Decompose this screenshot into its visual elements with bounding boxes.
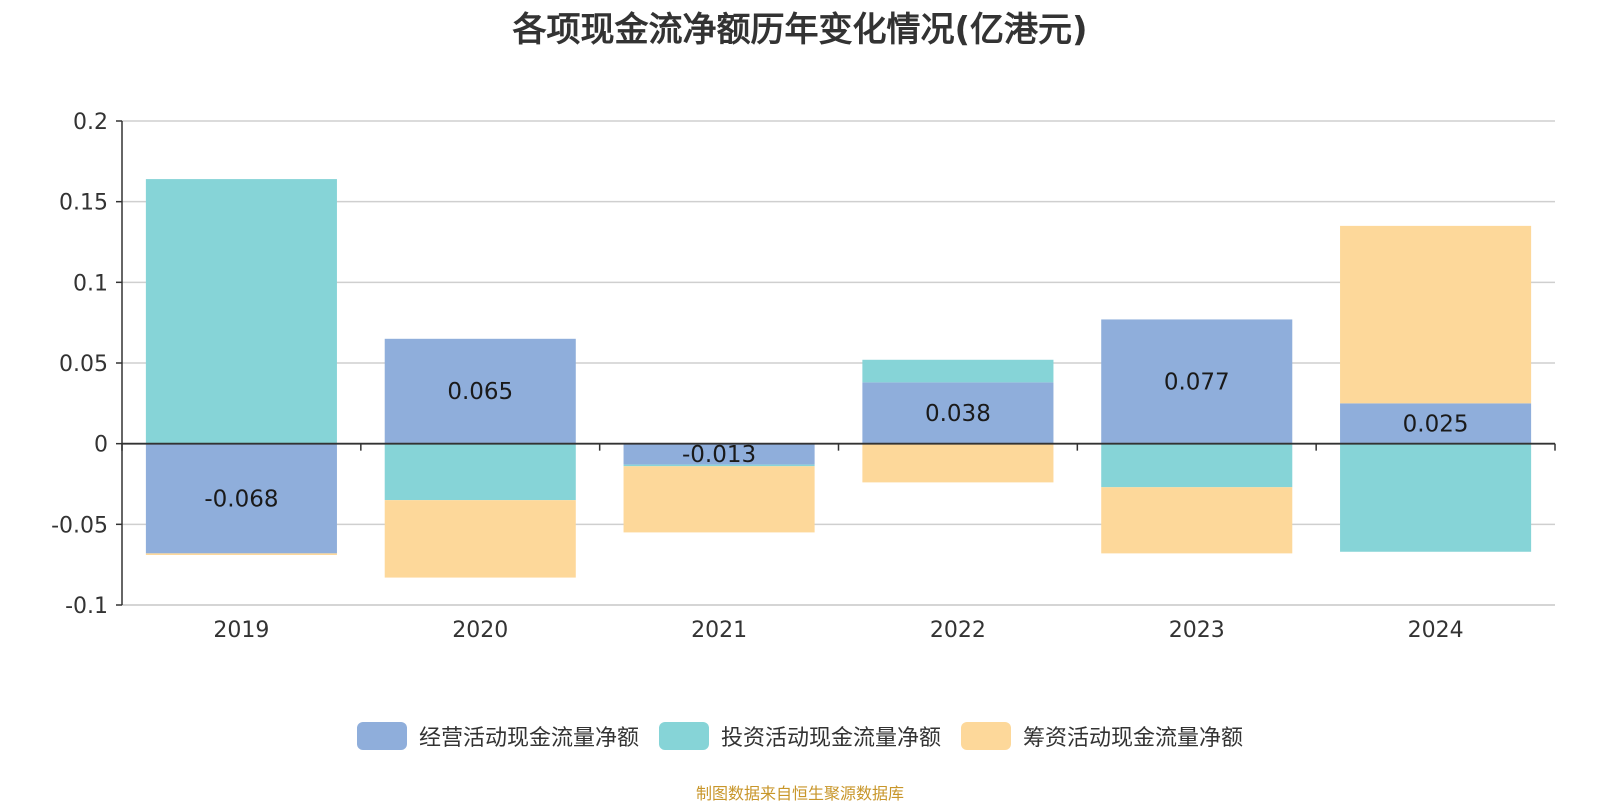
bar-2024-series-2 — [1340, 225, 1532, 404]
bar-2019-series-1 — [145, 179, 337, 444]
bar-2021-series-2 — [623, 466, 815, 533]
y-tick-label: 0.2 — [73, 110, 108, 135]
source-note: 制图数据来自恒生聚源数据库 — [695, 784, 904, 803]
bar-2024-series-0 — [1340, 403, 1532, 444]
bar-2023-series-1 — [1101, 443, 1293, 488]
legend: 经营活动现金流量净额 投资活动现金流量净额 筹资活动现金流量净额 — [0, 720, 1600, 752]
legend-swatch-financing — [961, 722, 1011, 750]
legend-item-operating[interactable]: 经营活动现金流量净额 — [356, 720, 639, 752]
legend-swatch-investing — [658, 722, 709, 750]
bar-2022-series-2 — [862, 443, 1054, 483]
y-tick-label: 0 — [94, 433, 108, 458]
legend-item-financing[interactable]: 筹资活动现金流量净额 — [961, 720, 1243, 752]
axes: 0.2 0.15 0.1 0.05 0 -0.05 -0.1 2019 2020 2021 2022… — [51, 110, 1556, 643]
x-tick-label-2021: 2021 — [691, 618, 747, 643]
bars — [145, 179, 1532, 578]
y-tick-label: -0.1 — [65, 594, 108, 619]
legend-swatch-operating — [356, 722, 407, 750]
bar-2023-series-0 — [1101, 319, 1293, 444]
legend-label-investing: 投资活动现金流量净额 — [720, 726, 941, 751]
x-tick-label-2024: 2024 — [1408, 618, 1464, 643]
bar-2019-series-2 — [145, 553, 337, 555]
bar-2022-series-0 — [862, 382, 1054, 444]
data-label-2024: 0.025 — [1403, 412, 1469, 438]
data-label-2019: -0.068 — [204, 487, 278, 513]
y-tick-label: 0.15 — [59, 191, 108, 216]
bar-2021-series-1 — [623, 464, 815, 467]
x-tick-label-2022: 2022 — [930, 618, 986, 643]
y-tick-label: 0.05 — [59, 352, 108, 377]
bar-2020-series-0 — [384, 338, 576, 444]
x-tick-label-2019: 2019 — [213, 618, 269, 643]
data-label-2021: -0.013 — [682, 442, 756, 468]
data-label-2023: 0.077 — [1164, 370, 1230, 396]
legend-label-financing: 筹资活动现金流量净额 — [1023, 726, 1244, 751]
legend-label-operating: 经营活动现金流量净额 — [418, 726, 639, 751]
x-tick-label-2020: 2020 — [452, 618, 508, 643]
x-tick-label-2023: 2023 — [1169, 618, 1225, 643]
bar-2023-series-2 — [1101, 487, 1293, 554]
bar-2024-series-1 — [1340, 443, 1532, 552]
data-label-2022: 0.038 — [925, 401, 991, 427]
bar-2020-series-2 — [384, 500, 576, 578]
bar-2022-series-1 — [862, 359, 1054, 383]
y-tick-label: -0.05 — [51, 513, 108, 538]
bar-2020-series-1 — [384, 443, 576, 501]
y-tick-label: 0.1 — [73, 271, 108, 296]
chart-title: 各项现金流净额历年变化情况(亿港元) — [512, 10, 1088, 50]
data-label-2020: 0.065 — [447, 379, 513, 405]
bar-2021-series-0 — [623, 443, 815, 465]
grid-lines — [122, 120, 1555, 606]
legend-item-investing[interactable]: 投资活动现金流量净额 — [658, 720, 941, 752]
chart-plot-area: 0.2 0.15 0.1 0.05 0 -0.05 -0.1 2019 2020 2021 2022… — [51, 110, 1556, 643]
bar-2019-series-0 — [145, 443, 337, 554]
data-labels: -0.068 0.065 -0.013 0.038 0.077 0.025 — [204, 370, 1468, 513]
